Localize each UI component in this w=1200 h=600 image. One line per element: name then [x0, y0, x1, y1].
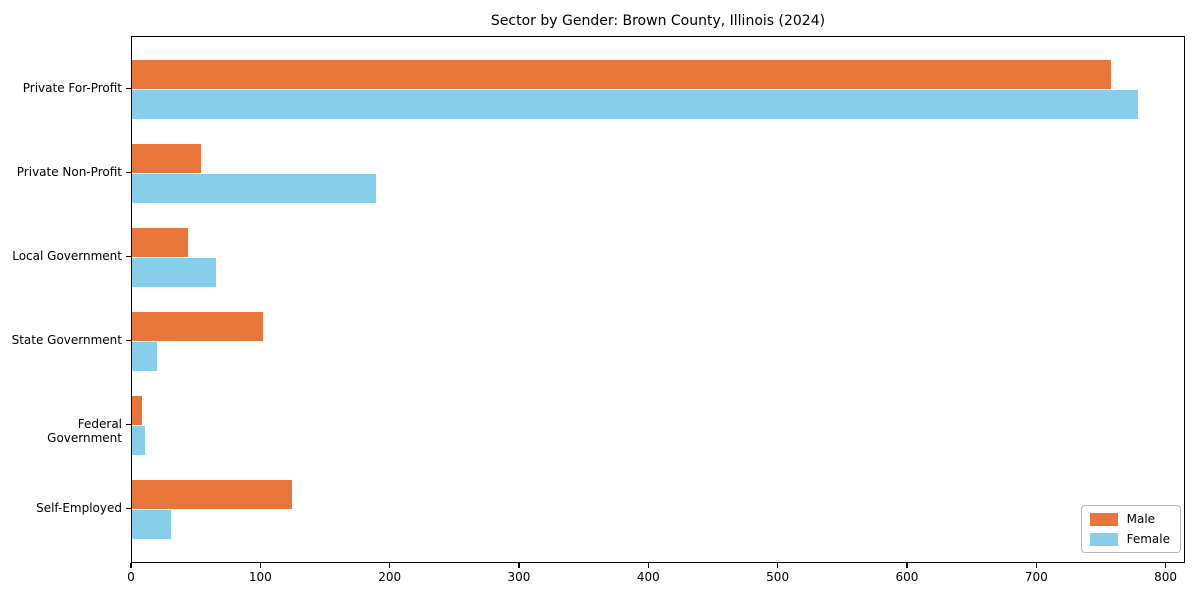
x-tick-label-600: 600: [895, 570, 919, 584]
legend-row-male: Male: [1089, 512, 1170, 526]
bar-male-self-employed: [132, 480, 293, 509]
bar-male-state-government: [132, 312, 263, 341]
bar-female-federal-government: [132, 426, 145, 455]
x-tick-800: [1165, 563, 1167, 568]
bar-female-private-non-profit: [132, 174, 377, 203]
bar-female-local-government: [132, 258, 217, 287]
bar-male-private-non-profit: [132, 144, 201, 173]
legend-row-female: Female: [1089, 532, 1170, 546]
x-tick-label-400: 400: [636, 570, 660, 584]
plot-area: [131, 36, 1185, 563]
y-tick-label-state-government: State Government: [11, 333, 122, 347]
y-tick-label-private-non-profit: Private Non-Profit: [16, 165, 122, 179]
y-tick-self-employed: [126, 508, 131, 510]
bar-female-self-employed: [132, 510, 171, 539]
y-tick-label-local-government: Local Government: [12, 249, 122, 263]
bar-female-private-for-profit: [132, 90, 1139, 119]
y-tick-private-non-profit: [126, 172, 131, 174]
x-tick-label-300: 300: [507, 570, 531, 584]
bar-male-federal-government: [132, 396, 143, 425]
legend-swatch-male: [1089, 512, 1118, 526]
y-tick-local-government: [126, 256, 131, 258]
chart-title: Sector by Gender: Brown County, Illinois…: [490, 13, 826, 29]
y-tick-label-self-employed: Self-Employed: [36, 501, 122, 515]
x-tick-label-500: 500: [766, 570, 790, 584]
x-tick-400: [647, 563, 649, 568]
x-tick-300: [518, 563, 520, 568]
x-tick-100: [259, 563, 261, 568]
x-tick-label-700: 700: [1024, 570, 1048, 584]
y-tick-federal-government: [126, 424, 131, 426]
legend-swatch-female: [1089, 532, 1118, 546]
bar-male-private-for-profit: [132, 60, 1111, 89]
bar-male-local-government: [132, 228, 188, 257]
legend-label-male: Male: [1126, 512, 1156, 526]
x-tick-700: [1035, 563, 1037, 568]
x-tick-0: [130, 563, 132, 568]
y-tick-label-private-for-profit: Private For-Profit: [22, 81, 122, 95]
x-tick-label-100: 100: [248, 570, 272, 584]
x-tick-label-800: 800: [1154, 570, 1178, 584]
x-tick-600: [906, 563, 908, 568]
x-tick-label-0: 0: [127, 570, 135, 584]
legend: Male Female: [1080, 505, 1181, 553]
x-tick-200: [389, 563, 391, 568]
legend-label-female: Female: [1126, 532, 1170, 546]
x-tick-500: [777, 563, 779, 568]
y-tick-state-government: [126, 340, 131, 342]
y-tick-label-federal-government: Federal Government: [47, 417, 122, 445]
x-tick-label-200: 200: [378, 570, 402, 584]
bar-female-state-government: [132, 342, 157, 371]
y-tick-private-for-profit: [126, 88, 131, 90]
